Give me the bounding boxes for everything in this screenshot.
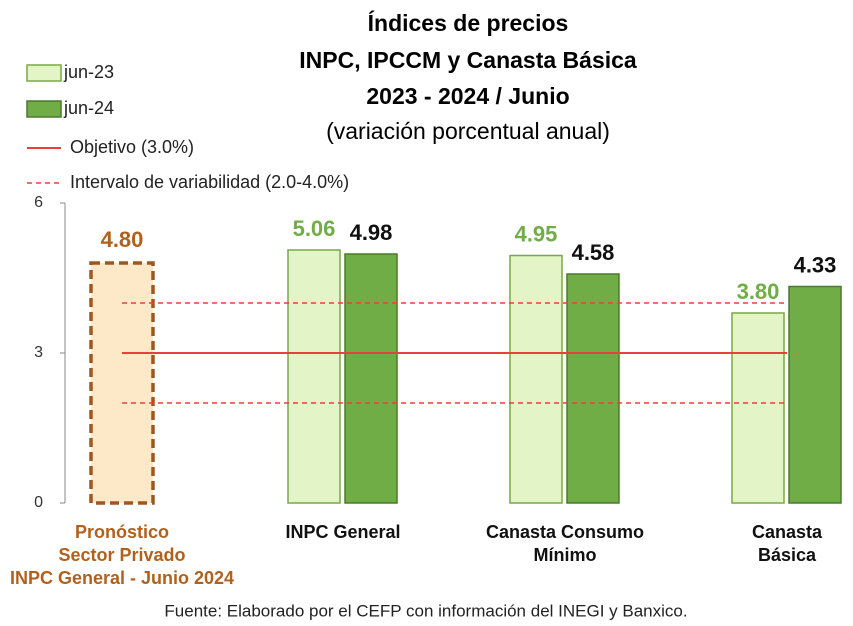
x-tick-label: INPC General - Junio 2024 bbox=[10, 568, 234, 588]
value-label: 5.06 bbox=[293, 216, 336, 241]
chart-title: INPC, IPCCM y Canasta Básica bbox=[299, 47, 637, 73]
chart-title: 2023 - 2024 / Junio bbox=[366, 83, 569, 109]
value-label: 4.98 bbox=[350, 220, 393, 245]
chart-title: Índices de precios bbox=[368, 9, 569, 36]
forecast-bar bbox=[89, 261, 155, 505]
source: Fuente: Elaborado por el CEFP con inform… bbox=[164, 601, 687, 620]
x-tick-label: Sector Privado bbox=[58, 545, 185, 565]
bar bbox=[731, 312, 785, 504]
x-tick-label: Mínimo bbox=[534, 545, 597, 565]
x-tick-label: Canasta Consumo bbox=[486, 522, 644, 542]
value-label: 4.95 bbox=[515, 221, 558, 246]
value-label: 3.80 bbox=[737, 279, 780, 304]
bar bbox=[788, 285, 842, 504]
x-tick-label: Canasta bbox=[752, 522, 823, 542]
bar bbox=[509, 254, 563, 504]
bar bbox=[566, 273, 620, 504]
legend-label: jun-23 bbox=[63, 62, 114, 82]
legend-swatch bbox=[26, 64, 62, 82]
y-tick-label: 6 bbox=[34, 194, 43, 211]
value-label: 4.33 bbox=[794, 252, 837, 277]
y-tick-label: 0 bbox=[34, 494, 43, 511]
legend-label: Objetivo (3.0%) bbox=[70, 137, 194, 157]
x-tick-label: Básica bbox=[758, 545, 817, 565]
value-label: 4.80 bbox=[101, 227, 144, 252]
bar bbox=[287, 249, 341, 504]
value-label: 4.58 bbox=[572, 240, 615, 265]
x-tick-label: INPC General bbox=[285, 522, 400, 542]
bar bbox=[344, 253, 398, 504]
legend-label: jun-24 bbox=[63, 98, 114, 118]
legend-label: Intervalo de variabilidad (2.0-4.0%) bbox=[70, 172, 349, 192]
chart-subtitle: (variación porcentual anual) bbox=[326, 118, 610, 144]
x-tick-label: Pronóstico bbox=[75, 522, 169, 542]
legend-swatch bbox=[26, 100, 62, 118]
y-tick-label: 3 bbox=[34, 344, 43, 361]
